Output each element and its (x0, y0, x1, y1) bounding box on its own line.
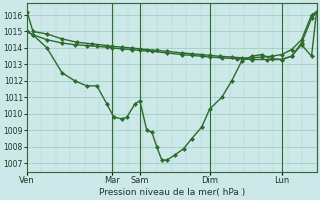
X-axis label: Pression niveau de la mer( hPa ): Pression niveau de la mer( hPa ) (99, 188, 245, 197)
